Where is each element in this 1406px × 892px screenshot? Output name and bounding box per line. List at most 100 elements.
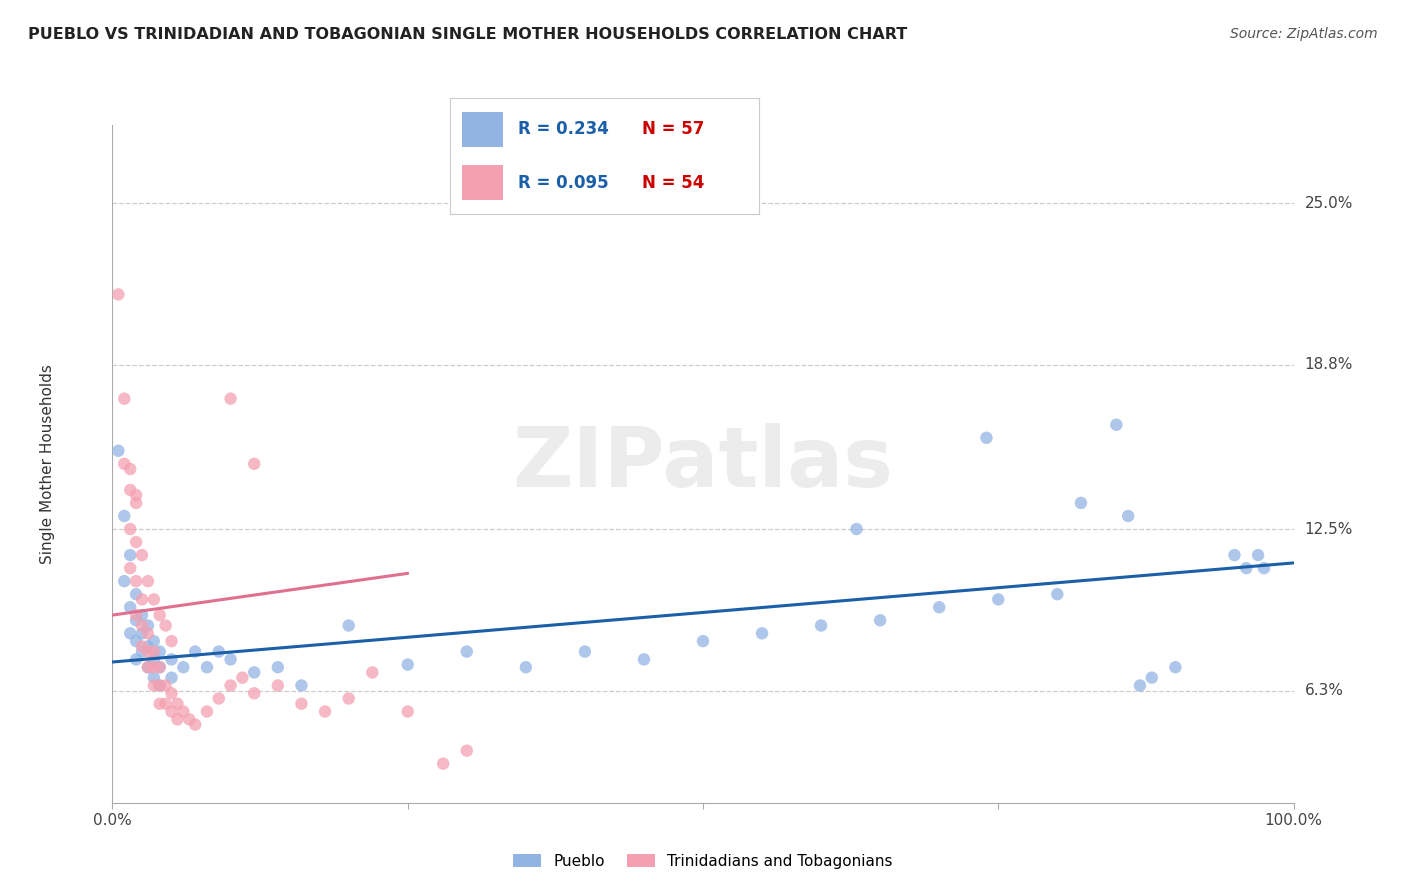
Point: [1129, 678, 1152, 692]
Text: N = 54: N = 54: [641, 174, 704, 192]
Point: [267, 678, 290, 692]
Point: [219, 678, 242, 692]
Point: [131, 592, 153, 607]
Point: [396, 657, 419, 672]
Text: R = 0.095: R = 0.095: [517, 174, 609, 192]
Point: [290, 697, 312, 711]
Point: [219, 652, 242, 666]
Point: [976, 431, 998, 445]
Point: [120, 600, 142, 615]
Point: [120, 522, 142, 536]
Point: [166, 697, 188, 711]
Text: ZIPatlas: ZIPatlas: [513, 424, 893, 504]
Point: [243, 686, 266, 700]
Point: [125, 587, 148, 601]
Point: [131, 644, 153, 658]
Point: [160, 705, 183, 719]
Point: [149, 608, 172, 623]
Point: [869, 613, 891, 627]
Point: [751, 626, 773, 640]
Point: [131, 640, 153, 654]
Point: [314, 705, 336, 719]
Point: [142, 678, 165, 692]
Point: [1116, 508, 1139, 523]
Text: 18.8%: 18.8%: [1305, 358, 1353, 372]
Point: [1070, 496, 1092, 510]
Point: [337, 691, 360, 706]
Point: [125, 634, 148, 648]
Point: [337, 618, 360, 632]
Point: [184, 644, 207, 658]
Point: [149, 678, 172, 692]
Point: [160, 686, 183, 700]
Point: [142, 634, 165, 648]
Point: [928, 600, 950, 615]
Point: [810, 618, 832, 632]
Point: [112, 574, 135, 589]
Point: [692, 634, 714, 648]
Point: [131, 608, 153, 623]
Point: [515, 660, 537, 674]
Point: [208, 691, 231, 706]
Text: 6.3%: 6.3%: [1305, 683, 1344, 698]
Point: [142, 660, 165, 674]
Point: [166, 712, 188, 726]
Point: [155, 618, 177, 632]
Point: [125, 488, 148, 502]
FancyBboxPatch shape: [463, 165, 502, 200]
Point: [574, 644, 596, 658]
Point: [149, 697, 172, 711]
Text: R = 0.234: R = 0.234: [517, 120, 609, 138]
Point: [195, 705, 218, 719]
Point: [172, 705, 194, 719]
Point: [267, 660, 290, 674]
Point: [142, 671, 165, 685]
Point: [160, 652, 183, 666]
Point: [120, 483, 142, 497]
Point: [1247, 548, 1270, 562]
Point: [120, 548, 142, 562]
Point: [112, 392, 135, 406]
Point: [1223, 548, 1246, 562]
Point: [136, 640, 159, 654]
Point: [125, 496, 148, 510]
Point: [456, 644, 478, 658]
Point: [149, 644, 172, 658]
Text: 25.0%: 25.0%: [1305, 195, 1353, 211]
Point: [107, 287, 129, 301]
Point: [125, 574, 148, 589]
Point: [142, 644, 165, 658]
Point: [160, 671, 183, 685]
Point: [243, 665, 266, 680]
Point: [131, 618, 153, 632]
Point: [125, 535, 148, 549]
Point: [160, 634, 183, 648]
Point: [1234, 561, 1257, 575]
Point: [1164, 660, 1187, 674]
Point: [172, 660, 194, 674]
Point: [633, 652, 655, 666]
Point: [149, 678, 172, 692]
Point: [107, 443, 129, 458]
Point: [155, 678, 177, 692]
Point: [179, 712, 201, 726]
FancyBboxPatch shape: [463, 112, 502, 147]
Point: [396, 705, 419, 719]
Point: [131, 626, 153, 640]
Point: [290, 678, 312, 692]
Point: [243, 457, 266, 471]
Point: [155, 697, 177, 711]
Point: [361, 665, 384, 680]
Point: [131, 548, 153, 562]
Point: [112, 508, 135, 523]
Point: [120, 462, 142, 476]
Point: [208, 644, 231, 658]
Point: [142, 652, 165, 666]
Point: [149, 660, 172, 674]
Point: [125, 613, 148, 627]
Point: [456, 744, 478, 758]
Point: [987, 592, 1010, 607]
Point: [219, 392, 242, 406]
Point: [136, 660, 159, 674]
Point: [120, 561, 142, 575]
